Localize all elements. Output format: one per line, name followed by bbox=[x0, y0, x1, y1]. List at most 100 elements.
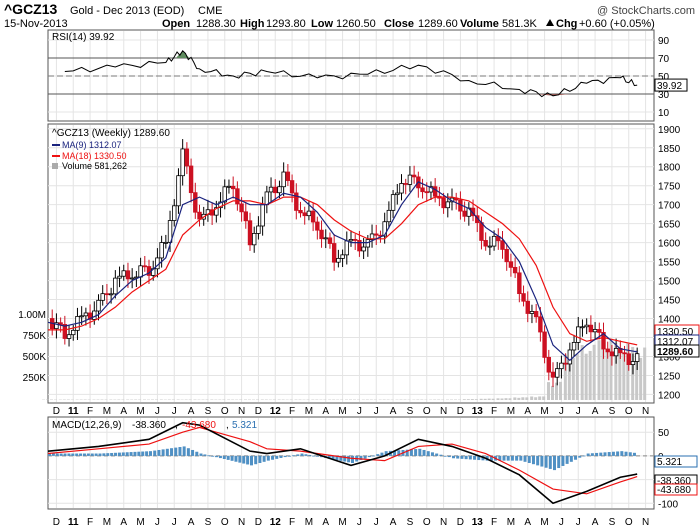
candle bbox=[129, 277, 135, 280]
candle bbox=[163, 241, 169, 244]
macd-histogram-bar bbox=[527, 455, 531, 463]
macd-histogram-bar bbox=[98, 453, 102, 456]
volume-bar bbox=[462, 399, 466, 400]
candle bbox=[340, 254, 345, 259]
candle bbox=[559, 362, 564, 370]
x-tick-label: N bbox=[238, 406, 245, 417]
volume-bar bbox=[466, 399, 470, 400]
macd-x-tick-label: D bbox=[53, 517, 60, 528]
candle bbox=[365, 239, 371, 248]
macd-histogram-bar bbox=[86, 453, 90, 456]
macd-layer bbox=[47, 421, 654, 505]
macd-histogram-bar bbox=[106, 453, 110, 456]
candle bbox=[504, 248, 509, 263]
volume-bar bbox=[517, 397, 521, 400]
macd-x-tick-label: D bbox=[457, 517, 464, 528]
macd-x-tick-label: A bbox=[592, 517, 599, 528]
macd-histogram-bar bbox=[397, 450, 401, 456]
macd-histogram-bar bbox=[258, 455, 262, 463]
price-panel bbox=[47, 123, 655, 404]
macd-x-tick-label: 13 bbox=[472, 517, 484, 528]
macd-tick-label: 50 bbox=[658, 428, 670, 439]
macd-histogram-bar bbox=[292, 455, 296, 457]
volume-bar bbox=[639, 357, 643, 400]
macd-histogram-bar bbox=[312, 455, 316, 457]
candle bbox=[108, 293, 114, 296]
macd-histogram-bar bbox=[283, 455, 287, 458]
candle bbox=[529, 311, 535, 314]
x-tick-label: M bbox=[305, 406, 313, 417]
candle bbox=[172, 205, 177, 221]
volume-bar bbox=[521, 397, 525, 400]
macd-x-tick-label: M bbox=[507, 517, 515, 528]
macd-histogram-bar bbox=[544, 455, 548, 468]
macd-histogram-bar bbox=[515, 455, 519, 461]
macd-histogram-bar bbox=[557, 455, 561, 469]
rsi-legend: RSI(14) 39.92 bbox=[52, 32, 115, 43]
macd-histogram-bar bbox=[279, 455, 283, 458]
macd-histogram-bar bbox=[178, 447, 182, 456]
macd-histogram-bar bbox=[607, 452, 611, 456]
volume-bar bbox=[530, 396, 534, 400]
candle bbox=[197, 211, 202, 220]
volume-bar bbox=[575, 354, 579, 400]
macd-histogram-bar bbox=[540, 455, 544, 467]
macd-histogram-bar bbox=[157, 449, 161, 456]
macd-histogram-bar bbox=[191, 449, 195, 456]
signal-legend-comma: , bbox=[226, 420, 229, 431]
macd-title: MACD(12,26,9) bbox=[52, 420, 121, 431]
candle bbox=[184, 148, 190, 167]
macd-histogram-bar bbox=[548, 455, 552, 469]
candle bbox=[374, 233, 379, 236]
signal-legend-value: -43.680 bbox=[182, 420, 216, 431]
candle bbox=[310, 210, 316, 223]
volume-bar bbox=[588, 350, 592, 400]
candle bbox=[622, 352, 627, 355]
macd-histogram-bar bbox=[275, 455, 279, 459]
x-tick-label: F bbox=[87, 406, 93, 417]
macd-tick-label: -100 bbox=[658, 499, 678, 510]
candle bbox=[252, 233, 257, 246]
candle bbox=[256, 225, 261, 234]
rsi-tick-label: 30 bbox=[658, 90, 670, 101]
macd-histogram-bar bbox=[218, 455, 222, 459]
macd-histogram-bar bbox=[254, 455, 258, 465]
macd-histogram-bar bbox=[376, 454, 380, 456]
candle bbox=[268, 186, 274, 193]
price-tick-label: 1450 bbox=[658, 296, 681, 307]
ma9-legend-label: MA(9) 1312.07 bbox=[62, 140, 122, 150]
candle bbox=[441, 197, 446, 209]
macd-histogram-bar bbox=[603, 452, 607, 456]
macd-histogram-bar bbox=[117, 452, 121, 456]
x-tick-label: J bbox=[172, 406, 177, 417]
candle bbox=[605, 348, 610, 353]
candle bbox=[584, 324, 589, 328]
candle bbox=[306, 210, 312, 217]
volume-bar bbox=[474, 399, 478, 400]
macd-histogram-bar bbox=[59, 453, 63, 456]
macd-histogram-bar bbox=[165, 448, 169, 456]
candle bbox=[462, 210, 467, 217]
up-triangle-icon bbox=[546, 19, 554, 26]
candle bbox=[432, 186, 438, 197]
volume-bar bbox=[525, 397, 529, 400]
macd-x-tick-label: N bbox=[440, 517, 447, 528]
macd-histogram-bar bbox=[246, 455, 250, 465]
x-tick-label: F bbox=[491, 406, 497, 417]
macd-x-tick-label: O bbox=[221, 517, 229, 528]
candle bbox=[445, 201, 450, 209]
x-tick-label: J bbox=[357, 406, 362, 417]
open-label: Open bbox=[162, 18, 190, 30]
candle bbox=[609, 351, 615, 357]
price-tag-label: 1330.50 bbox=[657, 327, 694, 338]
price-tag-label: 1289.60 bbox=[657, 347, 694, 358]
chart-exchange: CME bbox=[198, 5, 222, 17]
macd-x-tick-label: D bbox=[255, 517, 262, 528]
macd-x-tick-label: M bbox=[136, 517, 144, 528]
macd-histogram-bar bbox=[153, 450, 157, 456]
price-title: ^GCZ13 (Weekly) 1289.60 bbox=[52, 128, 170, 139]
macd-histogram-bar bbox=[347, 455, 351, 463]
macd-histogram-bar bbox=[211, 455, 215, 457]
macd-histogram-bar bbox=[452, 455, 455, 459]
